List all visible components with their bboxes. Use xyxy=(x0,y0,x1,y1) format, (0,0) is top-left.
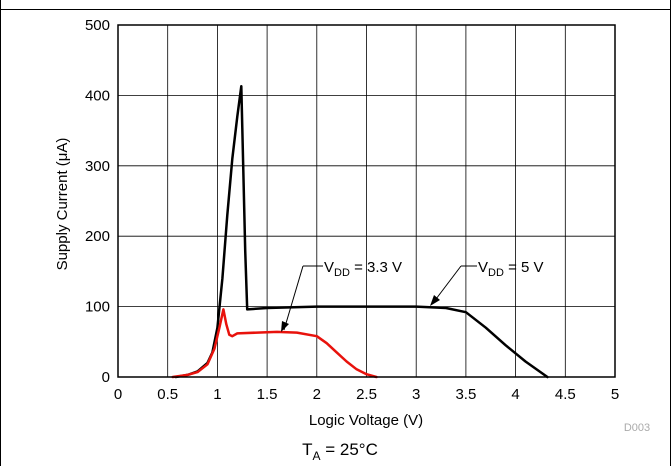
annotation-vdd33: VDD = 3.3 V xyxy=(281,259,402,332)
series-line-vdd-5v xyxy=(174,84,549,379)
x-tick-label: 3.5 xyxy=(455,386,476,403)
x-tick-label: 4 xyxy=(511,386,519,403)
series-line-vdd-3v3 xyxy=(171,308,378,379)
temperature-condition: TA = 25°C xyxy=(302,440,378,463)
x-tick-label: 5 xyxy=(611,386,619,403)
x-tick-label: 0.5 xyxy=(157,386,178,403)
x-axis-label: Logic Voltage (V) xyxy=(309,412,423,429)
annotation-arrow-vdd33 xyxy=(283,265,304,331)
annotation-label-vdd5: VDD = 5 V xyxy=(478,259,544,279)
annotation-arrow-vdd5 xyxy=(432,265,462,304)
grid-lines xyxy=(118,25,615,377)
y-tick-label: 100 xyxy=(85,299,110,316)
x-tick-label: 1 xyxy=(213,386,221,403)
series-layer xyxy=(171,84,549,379)
y-tick-label: 500 xyxy=(85,17,110,34)
tick-labels: 0 0.5 1 1.5 2 2.5 3 3.5 4 4.5 5 0 100 200 300 400 500 xyxy=(85,17,619,403)
x-tick-label: 4.5 xyxy=(555,386,576,403)
annotation-label-vdd33: VDD = 3.3 V xyxy=(324,259,402,279)
x-tick-label: 1.5 xyxy=(257,386,278,403)
y-axis-label: Supply Current (μA) xyxy=(54,138,71,271)
y-tick-label: 0 xyxy=(102,369,110,386)
plot-area-border xyxy=(117,24,616,378)
y-tick-label: 300 xyxy=(85,158,110,175)
figure-id: D003 xyxy=(624,422,650,434)
x-tick-label: 2 xyxy=(313,386,321,403)
annotation-vdd5: VDD = 5 V xyxy=(430,259,544,306)
arrowhead-vdd33 xyxy=(281,321,289,332)
x-tick-label: 0 xyxy=(114,386,122,403)
x-tick-label: 2.5 xyxy=(356,386,377,403)
y-tick-label: 200 xyxy=(85,228,110,245)
x-tick-label: 3 xyxy=(412,386,420,403)
arrowhead-vdd5 xyxy=(430,295,440,306)
y-tick-label: 400 xyxy=(85,87,110,104)
